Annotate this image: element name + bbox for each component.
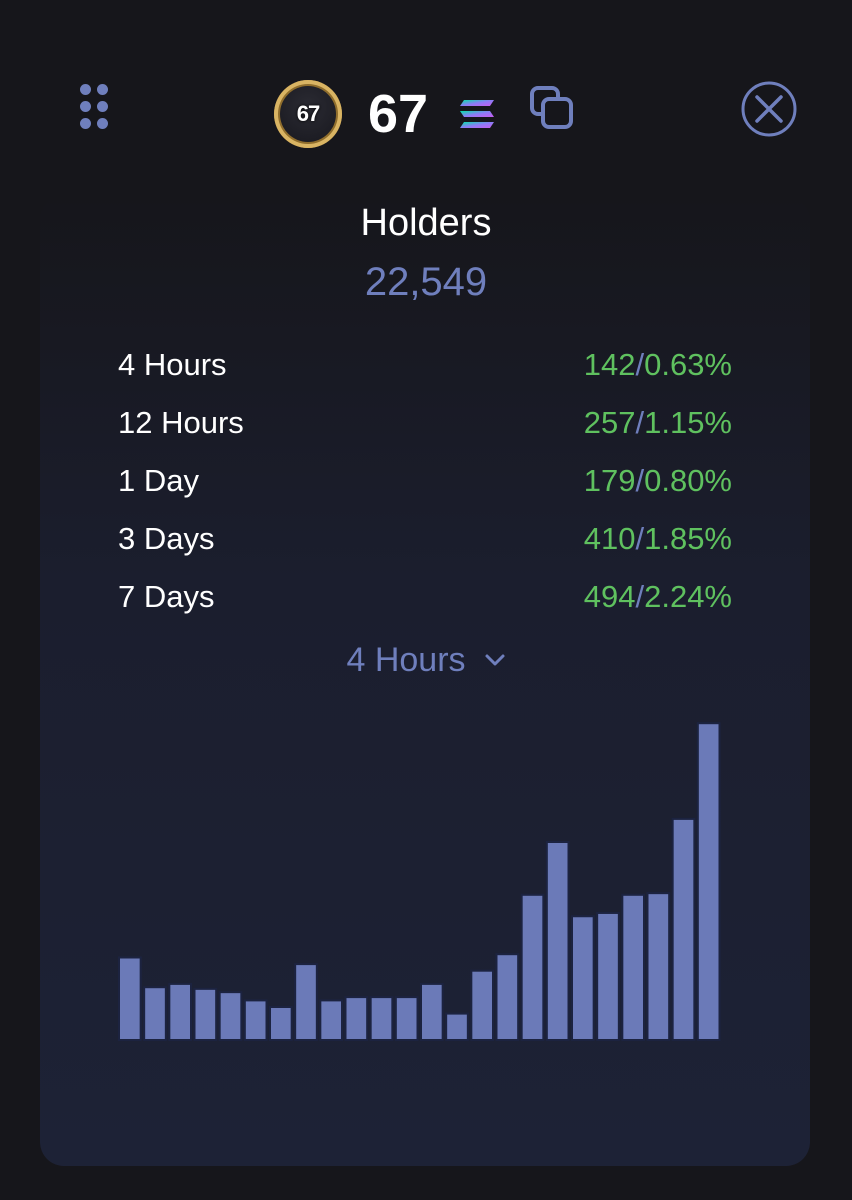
stat-percent: 0.63% bbox=[644, 347, 732, 382]
token-avatar: 67 bbox=[274, 80, 342, 148]
stat-value: 257/1.15% bbox=[584, 405, 732, 441]
stat-row: 12 Hours 257/1.15% bbox=[118, 394, 732, 452]
chart-bar bbox=[671, 817, 696, 1042]
chart-bar bbox=[696, 722, 721, 1041]
chart-bar bbox=[420, 982, 444, 1041]
chart-bar bbox=[470, 969, 494, 1042]
stat-row: 3 Days 410/1.85% bbox=[118, 510, 732, 568]
chart-bar bbox=[243, 999, 268, 1041]
stat-value: 494/2.24% bbox=[584, 579, 732, 615]
chart-bar bbox=[319, 999, 344, 1041]
holders-total: 22,549 bbox=[364, 260, 488, 304]
stat-count: 179 bbox=[583, 463, 636, 498]
chart-bar bbox=[168, 982, 193, 1041]
stat-count: 410 bbox=[583, 521, 636, 556]
chart-bar bbox=[218, 991, 243, 1041]
stat-label: 12 Hours bbox=[118, 405, 244, 440]
chart-bar bbox=[621, 893, 645, 1041]
panel-header: 67 67 bbox=[0, 0, 852, 200]
chart-bar bbox=[143, 986, 167, 1042]
stat-count: 142 bbox=[583, 347, 636, 382]
avatar-label: 67 bbox=[296, 101, 321, 126]
stat-separator: / bbox=[635, 405, 645, 440]
copy-icon[interactable] bbox=[530, 86, 574, 130]
stat-count: 494 bbox=[583, 579, 636, 614]
period-dropdown-label: 4 Hours bbox=[346, 641, 466, 679]
token-name: 67 bbox=[368, 84, 429, 144]
stat-count: 257 bbox=[583, 405, 636, 440]
chart-bar bbox=[369, 996, 394, 1042]
stat-row: 1 Day 179/0.80% bbox=[118, 452, 732, 510]
chart-bar bbox=[294, 963, 318, 1042]
stat-label: 1 Day bbox=[118, 463, 199, 498]
chart-bar bbox=[445, 1012, 469, 1042]
drag-handle-icon[interactable] bbox=[80, 84, 110, 130]
stat-value: 142/0.63% bbox=[584, 347, 732, 383]
chart-bar bbox=[394, 996, 419, 1042]
stat-value: 410/1.85% bbox=[584, 521, 732, 557]
chart-bar bbox=[193, 987, 218, 1042]
stat-label: 7 Days bbox=[118, 579, 215, 614]
chart-bar bbox=[571, 915, 595, 1041]
period-dropdown[interactable]: 4 Hours bbox=[0, 636, 852, 684]
stat-percent: 1.85% bbox=[644, 521, 732, 556]
stat-separator: / bbox=[635, 347, 645, 382]
stat-row: 7 Days 494/2.24% bbox=[118, 568, 732, 626]
stat-separator: / bbox=[635, 579, 645, 614]
stat-separator: / bbox=[635, 463, 645, 498]
stat-label: 3 Days bbox=[118, 521, 215, 556]
stat-percent: 0.80% bbox=[644, 463, 732, 498]
holders-bar-chart bbox=[118, 722, 721, 1042]
chart-bar bbox=[545, 841, 570, 1041]
chart-bar bbox=[269, 1006, 293, 1041]
chart-bar bbox=[520, 893, 545, 1041]
stat-percent: 2.24% bbox=[644, 579, 732, 614]
chevron-down-icon bbox=[485, 654, 505, 666]
chart-bar bbox=[596, 911, 620, 1041]
holders-stats: 4 Hours 142/0.63% 12 Hours 257/1.15% 1 D… bbox=[118, 336, 732, 626]
chart-bar bbox=[118, 956, 142, 1041]
chart-bar bbox=[495, 953, 520, 1041]
stat-separator: / bbox=[635, 521, 645, 556]
chart-bar bbox=[646, 892, 671, 1041]
chart-bar bbox=[344, 996, 369, 1042]
stat-percent: 1.15% bbox=[644, 405, 732, 440]
stat-value: 179/0.80% bbox=[584, 463, 732, 499]
close-button[interactable] bbox=[740, 80, 798, 138]
stat-label: 4 Hours bbox=[118, 347, 227, 382]
holders-title: Holders bbox=[360, 202, 492, 244]
solana-icon bbox=[460, 100, 494, 128]
stat-row: 4 Hours 142/0.63% bbox=[118, 336, 732, 394]
